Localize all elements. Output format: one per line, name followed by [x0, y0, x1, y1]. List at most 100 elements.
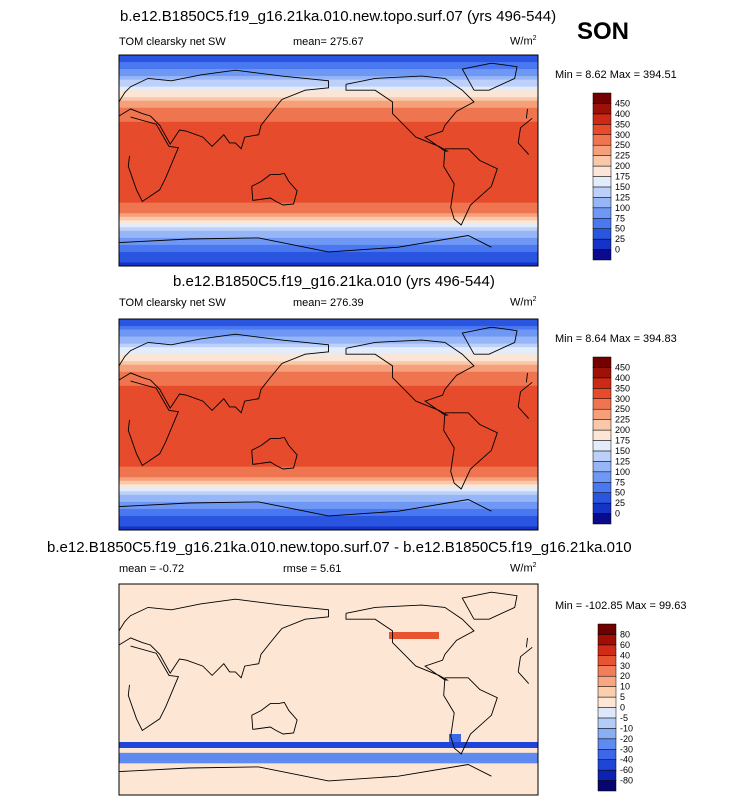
lat-band — [119, 498, 538, 503]
lat-band — [119, 90, 538, 95]
lat-band — [119, 759, 538, 764]
lat-band — [119, 731, 538, 736]
lat-band — [119, 615, 538, 620]
lat-band — [119, 188, 538, 193]
map-frame — [118, 583, 539, 796]
lat-band — [119, 505, 538, 510]
lat-band — [119, 591, 538, 596]
season-label: SON — [577, 18, 630, 45]
colorbar-tick-label: -5 — [620, 713, 628, 723]
lat-band — [119, 508, 538, 514]
colorbar-box — [592, 155, 612, 167]
colorbar-box — [592, 513, 612, 525]
colorbar-tick-label: -30 — [620, 744, 633, 754]
colorbar-box — [592, 228, 612, 240]
lat-band — [119, 192, 538, 197]
lat-band — [119, 671, 538, 677]
coastline — [119, 764, 492, 782]
colorbar-tick-label: 450 — [615, 362, 630, 372]
lat-band — [119, 470, 538, 475]
colorbar-tick-label: 50 — [615, 488, 625, 498]
lat-band — [119, 65, 538, 70]
lat-band — [119, 368, 538, 373]
lat-band — [119, 707, 538, 712]
map-panel-3 — [119, 584, 538, 795]
lat-band — [119, 100, 538, 105]
colorbar-box — [592, 176, 612, 188]
panel2-minmax: Min = 8.64 Max = 394.83 — [555, 333, 677, 345]
lat-band — [119, 763, 538, 768]
colorbar-tick-label: -20 — [620, 734, 633, 744]
colorbar-box — [597, 634, 617, 646]
panel2-title: b.e12.B1850C5.f19_g16.21ka.010 (yrs 496-… — [173, 273, 495, 290]
lat-band — [119, 773, 538, 779]
lat-band — [119, 428, 538, 433]
panel2-mean: mean= 276.39 — [293, 297, 364, 309]
panel1-variable: TOM clearsky net SW — [119, 36, 226, 48]
colorbar-box — [592, 461, 612, 473]
lat-band — [119, 319, 538, 324]
coastline — [443, 412, 498, 490]
panel3-title: b.e12.B1850C5.f19_g16.21ka.010.new.topo.… — [47, 539, 632, 556]
lat-band — [119, 657, 538, 662]
colorbar-box — [597, 623, 617, 635]
colorbar-box — [592, 113, 612, 125]
lat-band — [119, 626, 538, 631]
map-panel-2 — [119, 319, 538, 530]
colorbar-box — [592, 482, 612, 493]
lat-band — [119, 459, 538, 464]
lat-band — [119, 640, 538, 645]
lat-band — [119, 463, 538, 468]
colorbar-tick-label: 125 — [615, 456, 630, 466]
colorbar-tick-label: 450 — [615, 98, 630, 108]
colorbar-tick-label: 0 — [615, 509, 620, 519]
colorbar-tick-label: 30 — [620, 661, 630, 671]
lat-band — [119, 244, 538, 250]
colorbar-tick-label: 40 — [620, 650, 630, 660]
lat-band — [119, 480, 538, 485]
panel1-units: W/m2 — [510, 35, 537, 48]
lat-band — [119, 128, 538, 133]
lat-band — [119, 237, 538, 242]
colorbar-tick-label: 350 — [615, 383, 630, 393]
colorbar-tick-label: 100 — [615, 203, 630, 213]
lat-band — [119, 153, 538, 158]
colorbar-tick-label: 225 — [615, 151, 630, 161]
lat-band — [119, 202, 538, 207]
lat-band — [119, 213, 538, 218]
lat-band — [119, 424, 538, 429]
lat-band — [119, 234, 538, 239]
lat-band — [119, 584, 538, 589]
lat-band — [119, 371, 538, 376]
colorbar-box — [592, 429, 612, 441]
lat-band — [119, 209, 538, 214]
lat-band — [119, 724, 538, 729]
lat-band — [119, 396, 538, 401]
colorbar-tick-label: 0 — [615, 245, 620, 255]
colorbar-box — [592, 165, 612, 177]
lat-band — [119, 647, 538, 652]
lat-band — [119, 438, 538, 443]
colorbar-box — [592, 218, 612, 229]
lat-band — [119, 714, 538, 719]
lat-band — [119, 777, 538, 782]
lat-band — [119, 258, 538, 264]
colorbar-box — [597, 759, 617, 771]
colorbar-box — [592, 238, 612, 250]
colorbar-tick-label: 200 — [615, 161, 630, 171]
colorbar-box — [592, 419, 612, 431]
colorbar-tick-label: 175 — [615, 172, 630, 182]
lat-band — [119, 403, 538, 408]
colorbar-tick-label: 150 — [615, 182, 630, 192]
colorbar-tick-label: -40 — [620, 755, 633, 765]
lat-band — [119, 76, 538, 81]
lat-band — [119, 55, 538, 60]
colorbar-box — [597, 707, 617, 719]
coastline — [461, 591, 518, 620]
colorbar-box — [597, 655, 617, 666]
coastline — [127, 380, 533, 467]
coastline — [461, 326, 518, 355]
lat-band — [119, 361, 538, 366]
colorbar-tick-label: 125 — [615, 192, 630, 202]
